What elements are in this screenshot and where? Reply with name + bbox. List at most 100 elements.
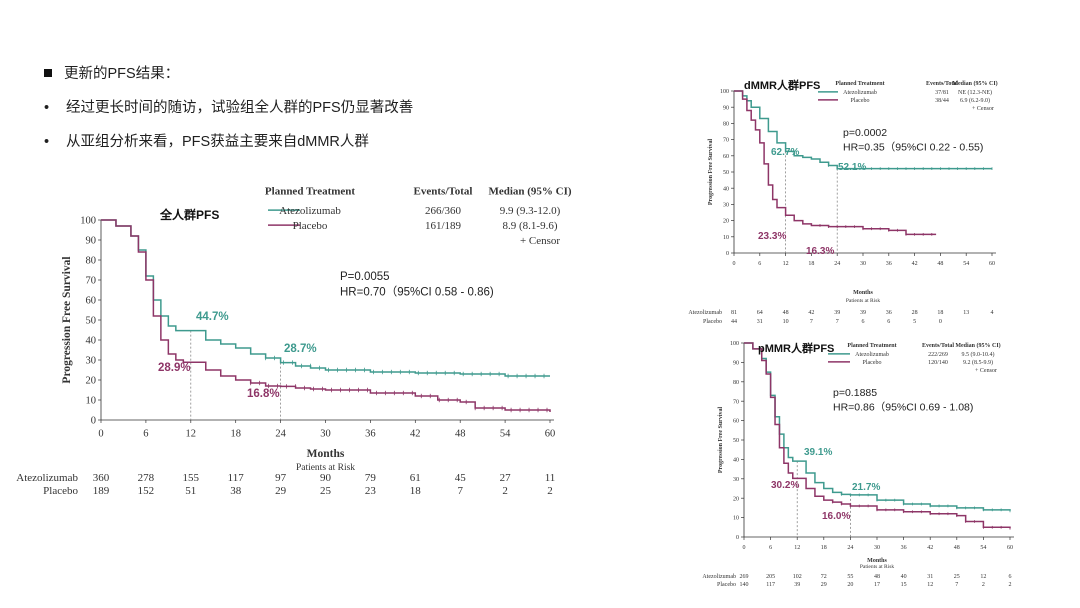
y-tick-label: 30 bbox=[723, 203, 729, 209]
x-tick-label: 24 bbox=[834, 261, 840, 267]
x-tick-label: 42 bbox=[912, 261, 918, 267]
legend-header-events: Events/Total bbox=[922, 343, 954, 349]
risk-value: 7 bbox=[810, 319, 813, 325]
legend-median: 6.9 (6.2-9.0) bbox=[960, 97, 990, 104]
risk-value: 45 bbox=[455, 472, 467, 484]
risk-value: 55 bbox=[847, 574, 853, 580]
x-tick-label: 42 bbox=[410, 429, 421, 440]
y-tick-label: 70 bbox=[86, 276, 97, 287]
risk-value: 36 bbox=[886, 310, 892, 316]
y-tick-label: 90 bbox=[723, 105, 729, 111]
risk-value: 5 bbox=[913, 319, 916, 325]
x-tick-label: 48 bbox=[954, 545, 960, 551]
x-axis-label: Months bbox=[853, 290, 873, 296]
risk-value: 18 bbox=[410, 485, 422, 497]
y-tick-label: 30 bbox=[86, 356, 97, 367]
risk-table-label: Patients at Risk bbox=[296, 463, 355, 473]
risk-value: 38 bbox=[230, 485, 242, 497]
legend-median: 8.9 (8.1-9.6) bbox=[503, 220, 558, 232]
legend-events: 38/44 bbox=[935, 98, 949, 104]
legend-censor: + Censor bbox=[520, 235, 560, 247]
risk-value: 152 bbox=[138, 485, 155, 497]
x-tick-label: 18 bbox=[808, 261, 814, 267]
risk-value: 205 bbox=[766, 574, 775, 580]
risk-value: 25 bbox=[320, 485, 332, 497]
y-tick-label: 10 bbox=[723, 235, 729, 241]
y-tick-label: 10 bbox=[733, 516, 739, 522]
y-tick-label: 0 bbox=[91, 416, 96, 427]
risk-value: 27 bbox=[500, 472, 512, 484]
y-tick-label: 0 bbox=[736, 535, 739, 541]
risk-value: 12 bbox=[927, 582, 933, 588]
legend-events: 37/81 bbox=[935, 90, 949, 96]
legend-median: NE (12.3-NE) bbox=[958, 89, 992, 96]
x-tick-label: 54 bbox=[980, 545, 986, 551]
bullet-2: • 从亚组分析来看，PFS获益主要来自dMMR人群 bbox=[44, 130, 369, 151]
hazard-ratio: HR=0.35（95%CI 0.22 - 0.55) bbox=[843, 142, 983, 154]
label-placebo-12m: 23.3% bbox=[758, 231, 786, 242]
x-tick-label: 24 bbox=[275, 429, 286, 440]
risk-value: 39 bbox=[794, 582, 800, 588]
heading-text: 更新的PFS结果： bbox=[64, 66, 180, 82]
risk-value: 140 bbox=[740, 582, 749, 588]
label-placebo-24m: 16.0% bbox=[822, 511, 850, 522]
label-atezo-12m: 44.7% bbox=[196, 311, 229, 323]
risk-value: 13 bbox=[963, 310, 969, 316]
p-value: p=0.0002 bbox=[843, 127, 887, 139]
risk-value: 25 bbox=[954, 574, 960, 580]
x-axis-label: Months bbox=[307, 448, 345, 460]
y-tick-label: 10 bbox=[86, 396, 97, 407]
risk-value: 189 bbox=[93, 485, 110, 497]
y-axis-label: Progression Free Survival bbox=[61, 256, 73, 383]
label-atezo-12m: 62.7% bbox=[771, 147, 799, 158]
legend-header-events: Events/Total bbox=[926, 81, 958, 87]
km-curve-placebo bbox=[734, 90, 937, 236]
legend-events: 161/189 bbox=[425, 220, 462, 232]
x-tick-label: 36 bbox=[365, 429, 376, 440]
risk-value: 42 bbox=[808, 310, 814, 316]
risk-value: 31 bbox=[757, 319, 763, 325]
risk-value: 51 bbox=[185, 485, 196, 497]
y-tick-label: 90 bbox=[86, 236, 97, 247]
x-tick-label: 18 bbox=[821, 545, 827, 551]
x-tick-label: 30 bbox=[874, 545, 880, 551]
x-tick-label: 6 bbox=[758, 261, 761, 267]
x-tick-label: 0 bbox=[733, 261, 736, 267]
legend-header-treatment: Planned Treatment bbox=[847, 343, 896, 349]
risk-value: 6 bbox=[887, 319, 890, 325]
risk-value: 39 bbox=[860, 310, 866, 316]
y-tick-label: 90 bbox=[733, 361, 739, 367]
x-tick-label: 36 bbox=[901, 545, 907, 551]
y-tick-label: 80 bbox=[723, 122, 729, 128]
x-tick-label: 30 bbox=[320, 429, 331, 440]
risk-value: 29 bbox=[275, 485, 287, 497]
x-tick-label: 12 bbox=[186, 429, 197, 440]
label-atezo-24m: 28.7% bbox=[284, 343, 317, 355]
y-tick-label: 20 bbox=[733, 496, 739, 502]
y-tick-label: 80 bbox=[86, 256, 97, 267]
x-tick-label: 42 bbox=[927, 545, 933, 551]
y-tick-label: 40 bbox=[733, 458, 739, 464]
km-curve-placebo bbox=[744, 342, 1011, 529]
risk-value: 12 bbox=[980, 574, 986, 580]
y-axis-label: Progression Free Survival bbox=[718, 407, 724, 474]
risk-value: 11 bbox=[545, 472, 556, 484]
risk-value: 48 bbox=[783, 310, 789, 316]
risk-value: 31 bbox=[927, 574, 933, 580]
x-tick-label: 6 bbox=[769, 545, 772, 551]
risk-value: 15 bbox=[901, 582, 907, 588]
x-tick-label: 48 bbox=[937, 261, 943, 267]
risk-value: 4 bbox=[991, 310, 994, 316]
risk-value: 29 bbox=[821, 582, 827, 588]
risk-table-label: Patients at Risk bbox=[846, 298, 880, 304]
bullet-2-text: 从亚组分析来看，PFS获益主要来自dMMR人群 bbox=[66, 134, 369, 150]
square-bullet-icon bbox=[44, 69, 52, 77]
legend-name: Atezolizumab bbox=[843, 90, 877, 96]
y-tick-label: 100 bbox=[720, 89, 729, 95]
hazard-ratio: HR=0.70（95%CI 0.58 - 0.86) bbox=[340, 286, 494, 299]
risk-value: 23 bbox=[365, 485, 377, 497]
legend-median: 9.5 (9.0-10.4) bbox=[962, 351, 995, 358]
risk-value: 64 bbox=[757, 310, 763, 316]
risk-value: 17 bbox=[874, 582, 880, 588]
